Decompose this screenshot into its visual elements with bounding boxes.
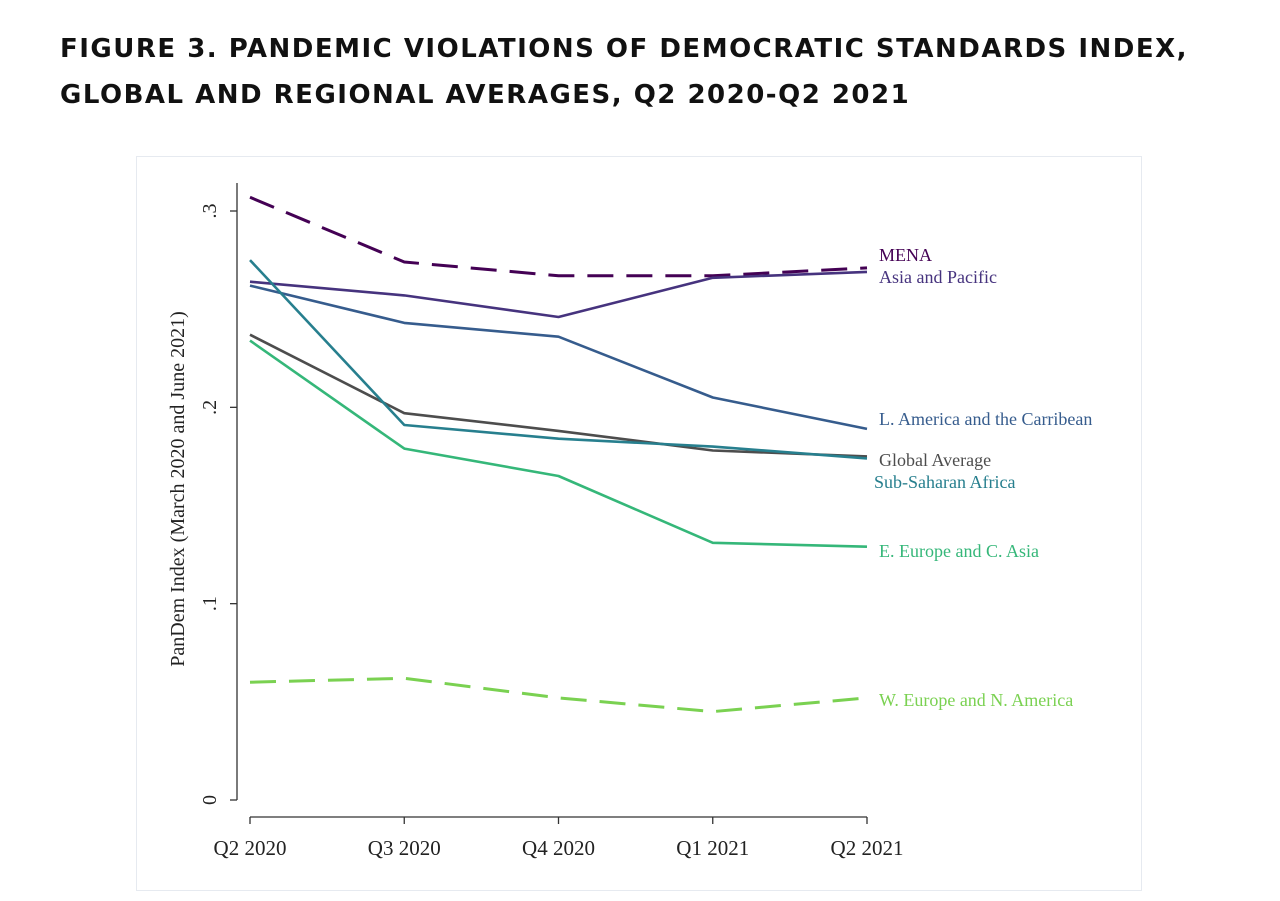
series-label: W. Europe and N. America xyxy=(879,690,1073,710)
series-label: Global Average xyxy=(879,450,991,470)
y-tick-label: .2 xyxy=(199,400,221,415)
series-label: Asia and Pacific xyxy=(879,267,997,287)
x-tick-label: Q2 2021 xyxy=(831,836,904,860)
y-ticks: 0 .1 .2 .3 xyxy=(199,204,237,805)
series-lines xyxy=(249,195,868,714)
x-ticks: Q2 2020 Q3 2020 Q4 2020 Q1 2021 Q2 2021 xyxy=(214,817,904,860)
figure-title-line-1: FIGURE 3. PANDEMIC VIOLATIONS OF DEMOCRA… xyxy=(60,34,1189,64)
series-line xyxy=(249,333,868,458)
line-chart: PanDem Index (March 2020 and June 2021) … xyxy=(167,183,1092,860)
series-line xyxy=(249,676,868,714)
series-label: L. America and the Carribean xyxy=(879,409,1092,429)
figure-title: FIGURE 3. PANDEMIC VIOLATIONS OF DEMOCRA… xyxy=(60,26,1260,118)
x-tick-label: Q2 2020 xyxy=(214,836,287,860)
x-tick-label: Q3 2020 xyxy=(368,836,441,860)
series-line xyxy=(249,339,868,548)
figure-title-line-2: GLOBAL AND REGIONAL AVERAGES, Q2 2020-Q2… xyxy=(60,80,911,110)
series-line xyxy=(249,270,868,319)
x-tick-label: Q1 2021 xyxy=(676,836,749,860)
series-line xyxy=(249,195,868,278)
x-tick-label: Q4 2020 xyxy=(522,836,595,860)
series-line xyxy=(249,259,868,460)
y-tick-label: 0 xyxy=(199,795,221,805)
y-tick-label: .3 xyxy=(199,204,221,219)
y-axis-label: PanDem Index (March 2020 and June 2021) xyxy=(167,311,189,666)
chart-frame: PanDem Index (March 2020 and June 2021) … xyxy=(136,156,1142,891)
series-line xyxy=(249,284,868,431)
series-label: Sub-Saharan Africa xyxy=(874,472,1015,492)
series-label: MENA xyxy=(879,245,932,265)
series-label: E. Europe and C. Asia xyxy=(879,541,1039,561)
y-tick-label: .1 xyxy=(199,596,221,611)
